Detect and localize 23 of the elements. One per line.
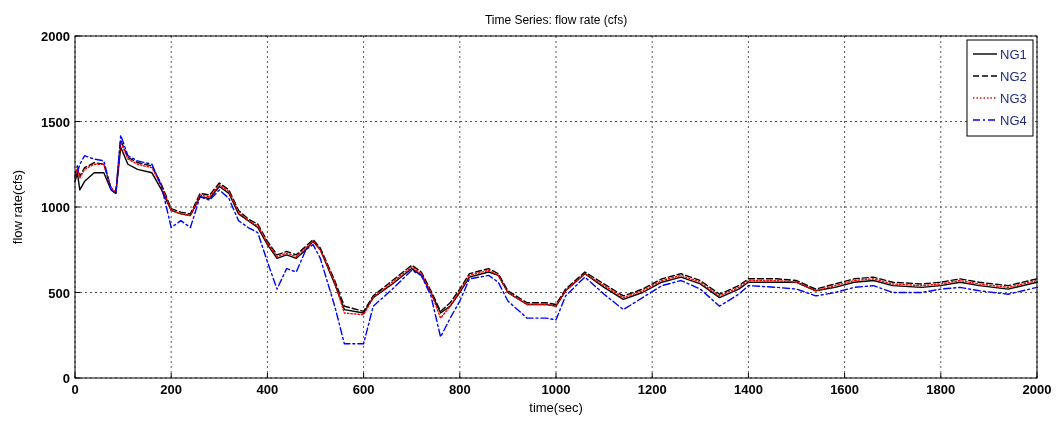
y-tick-label: 1500 — [41, 114, 70, 130]
line-series — [76, 134, 1038, 345]
x-tick-label: 2000 — [1022, 382, 1052, 397]
y-tick-label: 1000 — [41, 200, 70, 215]
y-tick-label: 2000 — [41, 29, 70, 44]
legend-label: NG2 — [1000, 69, 1027, 84]
legend-label: NG4 — [1000, 113, 1027, 128]
legend-label: NG3 — [1000, 91, 1027, 106]
x-tick-label: 200 — [160, 382, 183, 397]
x-tick-label: 1600 — [830, 382, 860, 397]
y-axis-title: flow rate(cfs) — [10, 169, 25, 245]
x-tick-label: 800 — [448, 382, 471, 397]
y-tick-label: 500 — [48, 285, 70, 301]
chart-title: Time Series: flow rate (cfs) — [484, 13, 628, 27]
x-axis-title: time(sec) — [529, 400, 583, 415]
legend-label: NG1 — [1000, 47, 1027, 62]
x-tick-label: 400 — [256, 382, 279, 397]
y-tick-label: 0 — [62, 371, 70, 386]
x-tick-label: 1000 — [541, 382, 571, 397]
x-tick-label: 1200 — [637, 382, 667, 397]
x-tick-label: 600 — [352, 382, 375, 397]
x-tick-label: 1800 — [926, 382, 956, 397]
x-tick-label: 1400 — [733, 382, 763, 397]
